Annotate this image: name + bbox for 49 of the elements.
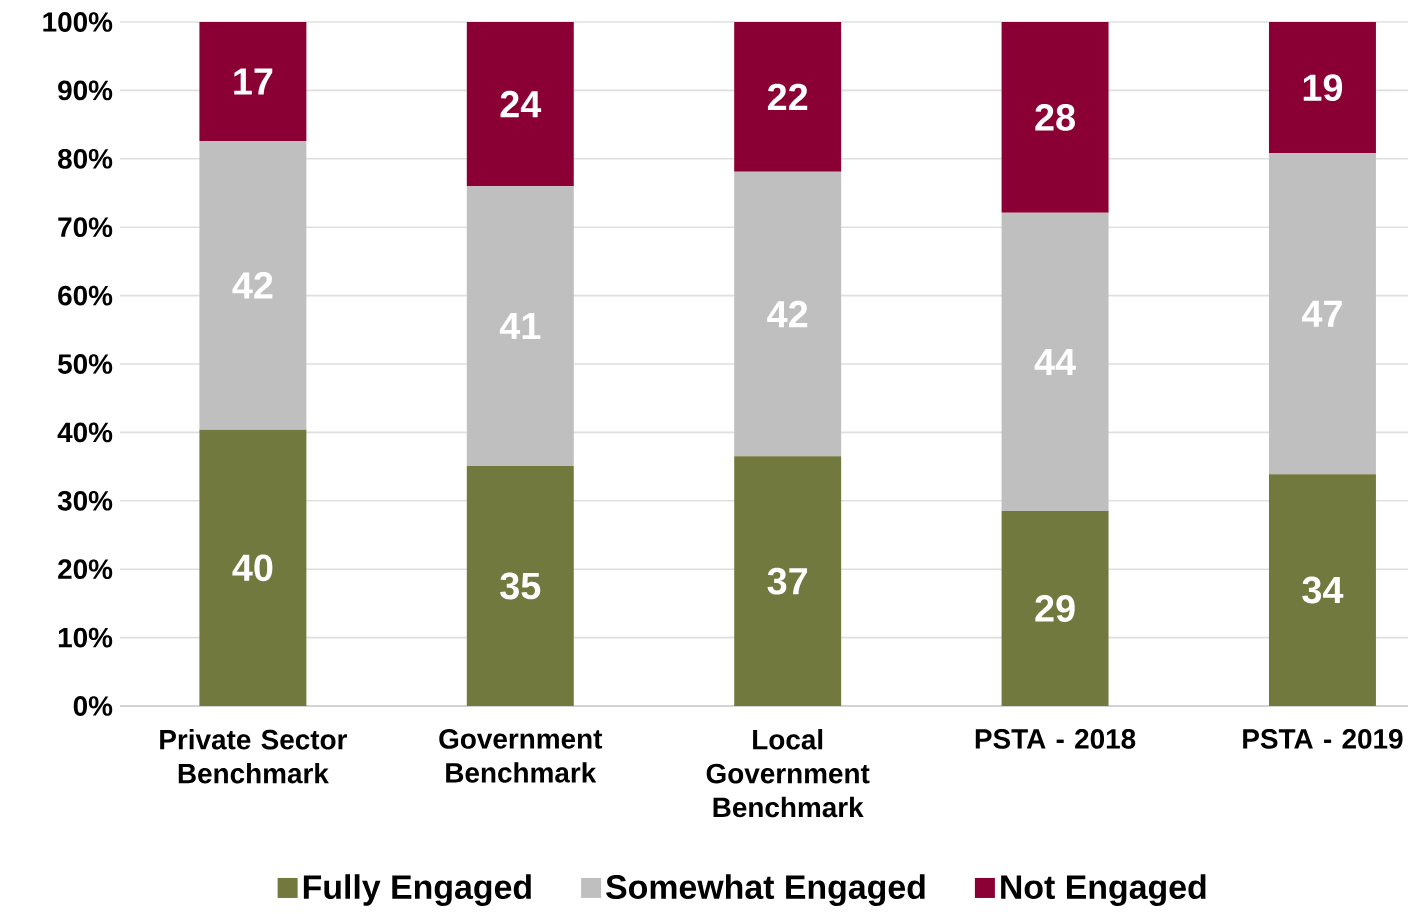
y-tick-label: 70% xyxy=(58,217,113,238)
bar xyxy=(466,186,574,466)
bar xyxy=(1001,21,1109,213)
x-tick-label: PSTA - 2018 xyxy=(975,729,1136,749)
bar xyxy=(1001,212,1109,512)
bar xyxy=(1268,153,1376,475)
bar xyxy=(199,429,307,706)
legend-label: Somewhat Engaged xyxy=(606,874,925,906)
bar xyxy=(1001,511,1109,706)
y-tick-label: 50% xyxy=(57,354,113,374)
bar xyxy=(199,21,307,142)
data-label: 41 xyxy=(499,313,541,340)
legend-label: Not Engaged xyxy=(1001,874,1206,906)
data-label: 29 xyxy=(1035,595,1075,622)
bar xyxy=(734,456,842,706)
bar xyxy=(1268,21,1376,154)
data-label: 19 xyxy=(1303,74,1343,102)
legend-label: Fully Engaged xyxy=(303,874,531,906)
data-label: 28 xyxy=(1035,104,1075,131)
bar xyxy=(734,21,842,172)
bar xyxy=(466,21,574,187)
data-label: 47 xyxy=(1301,300,1342,327)
y-tick-label: 60% xyxy=(58,285,113,306)
data-label: 35 xyxy=(500,572,541,600)
y-tick-label: 90% xyxy=(58,80,113,101)
y-tick-label: 0% xyxy=(73,696,113,716)
data-label: 22 xyxy=(767,83,808,111)
x-tick-label: Private Sector Benchmark xyxy=(160,729,348,784)
bar xyxy=(734,171,842,457)
y-tick-label: 100% xyxy=(43,12,113,32)
data-label: 42 xyxy=(767,300,808,328)
bar xyxy=(466,465,574,706)
data-label: 40 xyxy=(232,554,273,582)
data-label: 17 xyxy=(234,68,273,95)
y-tick-label: 80% xyxy=(58,148,113,169)
x-tick-label: Local Government Benchmark xyxy=(706,729,870,818)
y-tick-label: 40% xyxy=(57,422,113,443)
x-tick-label: Government Benchmark xyxy=(439,729,603,783)
data-label: 34 xyxy=(1302,576,1344,604)
y-tick-label: 10% xyxy=(58,627,113,648)
y-tick-label: 20% xyxy=(58,559,113,580)
bar xyxy=(199,141,307,430)
data-label: 44 xyxy=(1034,348,1076,375)
x-tick-label: PSTA - 2019 xyxy=(1243,729,1403,749)
data-label: 24 xyxy=(500,90,542,118)
data-label: 42 xyxy=(232,272,273,299)
y-tick-label: 30% xyxy=(57,490,113,511)
bar xyxy=(1268,474,1376,706)
data-label: 37 xyxy=(767,567,808,595)
